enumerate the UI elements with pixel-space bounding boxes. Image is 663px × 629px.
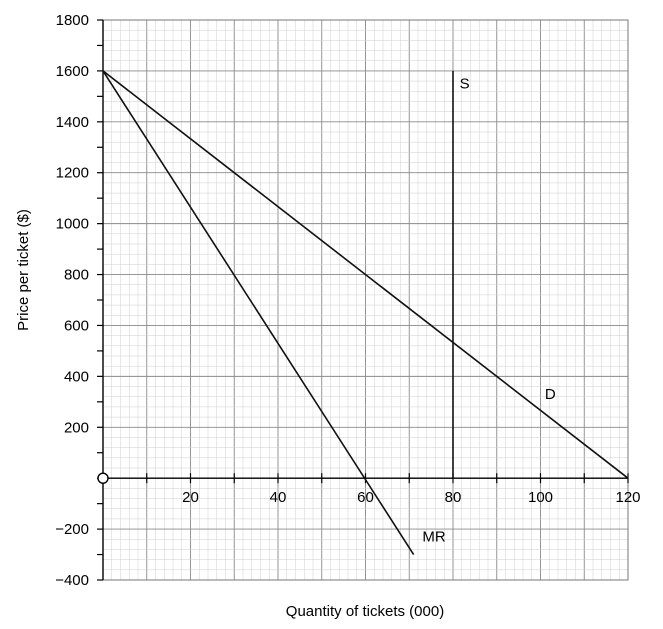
x-tick-label: 100: [528, 489, 553, 506]
x-tick-label: 60: [357, 489, 374, 506]
series-line-d: [102, 70, 629, 479]
y-tick-label: 1800: [56, 12, 89, 29]
grid: [102, 19, 629, 581]
y-tick-label: 600: [64, 317, 89, 334]
y-tick-label: 800: [64, 267, 89, 284]
x-axis-title: Quantity of tickets (000): [286, 603, 444, 620]
y-tick-label: 1200: [56, 165, 89, 182]
series-label-mr: MR: [422, 529, 445, 546]
x-tick-label: 120: [615, 489, 640, 506]
y-tick-label: −400: [55, 572, 89, 589]
y-tick-label: 1400: [56, 114, 89, 131]
origin-marker: [97, 472, 109, 484]
y-tick-label: 1000: [56, 216, 89, 233]
y-tick-label: 1600: [56, 63, 89, 80]
y-axis-title: Price per ticket ($): [15, 209, 32, 331]
y-tick-label: 400: [64, 368, 89, 385]
series-label-d: D: [545, 386, 556, 403]
x-tick-label: 40: [270, 489, 287, 506]
series-label-s: S: [460, 76, 470, 93]
y-tick-label: −200: [55, 521, 89, 538]
x-tick-label: 20: [182, 489, 199, 506]
labels-layer: 1800 1600 1400 1200 1000 800 600 400 200 −200 −400…: [55, 12, 640, 589]
series-line-mr: [102, 70, 415, 555]
x-tick-label: 80: [445, 489, 462, 506]
series-layer: [102, 70, 629, 555]
y-tick-label: 200: [64, 419, 89, 436]
